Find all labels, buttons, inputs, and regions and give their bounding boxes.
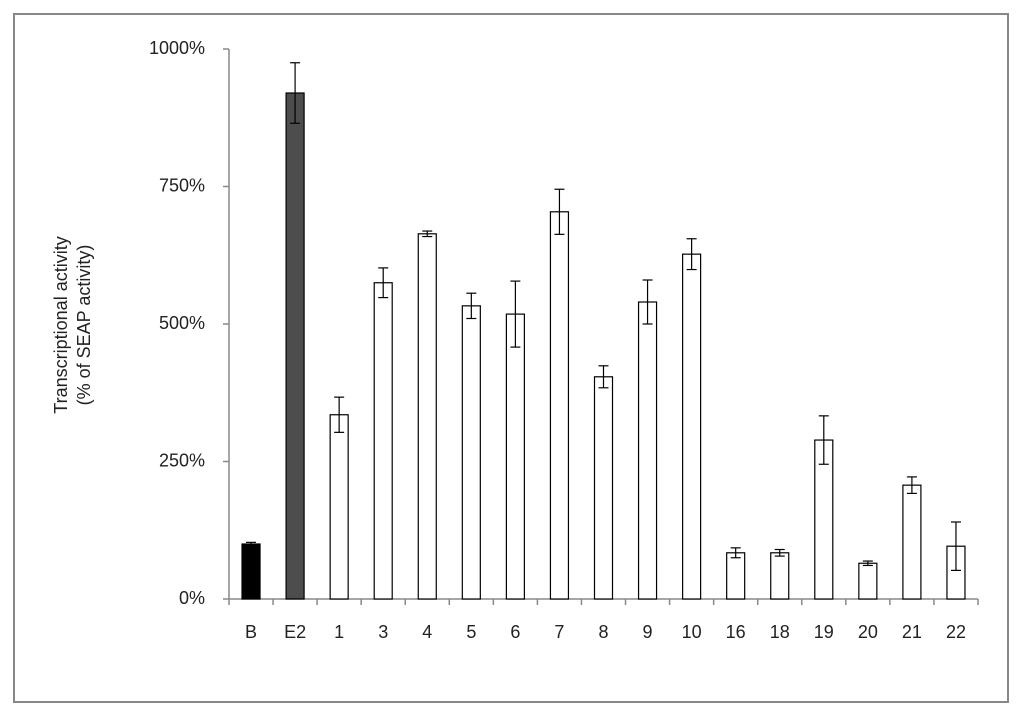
x-tick-label: 20 — [858, 622, 878, 642]
x-tick-label: 4 — [422, 622, 432, 642]
x-tick-label: B — [245, 622, 257, 642]
bar — [770, 552, 790, 600]
error-bar — [422, 230, 433, 238]
x-tick-label: 9 — [643, 622, 653, 642]
error-bar — [598, 365, 609, 389]
y-axis-title: Transcriptional activity (% of SEAP acti… — [51, 236, 94, 413]
y-label-line: (% of SEAP activity) — [74, 245, 94, 406]
y-tick-label: 1000% — [149, 38, 205, 58]
bar — [505, 313, 525, 600]
error-bar — [290, 62, 301, 124]
error-bar — [466, 292, 477, 320]
x-tick-label: 1 — [334, 622, 344, 642]
x-tick-label: 22 — [946, 622, 966, 642]
error-bar — [730, 547, 741, 559]
error-bar — [554, 188, 565, 235]
bar — [593, 376, 614, 600]
x-tick-label: E2 — [284, 622, 306, 642]
x-tick-label: 6 — [510, 622, 520, 642]
error-bar — [378, 267, 389, 299]
x-tick-label: 10 — [682, 622, 702, 642]
bar — [549, 211, 570, 600]
bar — [417, 233, 437, 600]
y-tick-label: 0% — [179, 588, 205, 608]
x-tick-label: 19 — [814, 622, 834, 642]
x-tick-label: 16 — [726, 622, 746, 642]
bar — [329, 414, 349, 600]
error-bar — [906, 476, 917, 494]
x-tick-label: 18 — [770, 622, 790, 642]
y-tick-label: 500% — [159, 313, 205, 333]
bar — [682, 253, 702, 600]
bar — [726, 552, 746, 600]
bar — [461, 305, 481, 600]
y-label-line: Transcriptional activity — [51, 236, 71, 413]
error-bar — [642, 279, 653, 325]
error-bar — [510, 280, 521, 348]
bar — [858, 562, 878, 600]
y-tick-label: 750% — [159, 175, 205, 195]
error-bar — [334, 396, 345, 433]
x-tick-label: 21 — [902, 622, 922, 642]
error-bar — [818, 415, 829, 465]
bar — [373, 282, 393, 600]
bar — [637, 301, 658, 600]
error-bar — [950, 521, 961, 572]
bar — [241, 543, 261, 600]
error-bar — [774, 548, 785, 557]
y-tick-label: 250% — [159, 450, 205, 470]
error-bar — [862, 560, 873, 567]
error-bar — [686, 238, 697, 271]
x-tick-label: 8 — [598, 622, 608, 642]
x-tick-label: 5 — [466, 622, 476, 642]
x-tick-label: 3 — [378, 622, 388, 642]
bar — [902, 484, 922, 600]
bar — [285, 92, 305, 600]
x-tick-label: 7 — [554, 622, 564, 642]
error-bar — [246, 541, 257, 547]
